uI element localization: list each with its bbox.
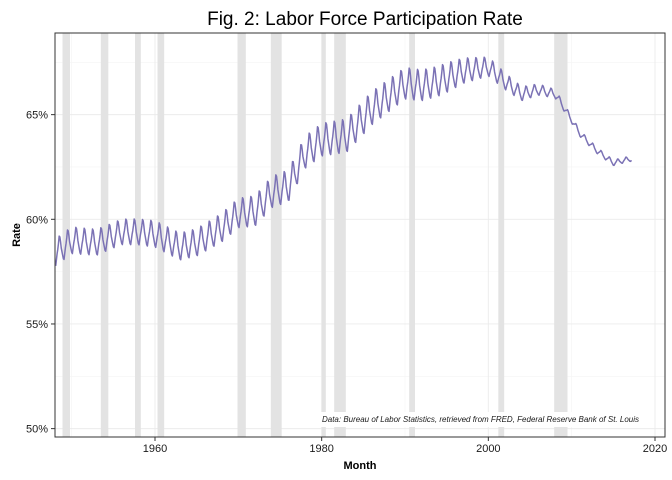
recession-band: [334, 33, 346, 437]
plot-border: [54, 32, 666, 438]
source-annotation-background: [316, 412, 644, 427]
source-annotation: Data: Bureau of Labor Statistics, retrie…: [322, 415, 639, 424]
recession-band: [100, 33, 109, 437]
x-tick-label: 2020: [643, 443, 667, 455]
series-line: [54, 56, 633, 266]
recession-band: [237, 33, 246, 437]
recession-band: [321, 33, 326, 437]
chart-title: Fig. 2: Labor Force Participation Rate: [207, 9, 523, 30]
y-tick-label: 55%: [26, 319, 48, 331]
y-tick-label: 65%: [26, 110, 48, 122]
x-axis: 1960 1980 2000 2020: [143, 437, 667, 455]
x-axis-title: Month: [344, 460, 377, 472]
y-axis: 50% 55% 60% 65%: [26, 110, 55, 436]
y-tick-label: 50%: [26, 424, 48, 436]
y-tick-label: 60%: [26, 214, 48, 226]
recession-band: [554, 33, 568, 437]
recession-band: [270, 33, 282, 437]
x-tick-label: 2000: [476, 443, 500, 455]
y-axis-title: Rate: [11, 223, 23, 247]
recession-band: [135, 33, 141, 437]
recession-band: [498, 33, 505, 437]
recession-band: [62, 33, 70, 437]
x-tick-label: 1960: [143, 443, 167, 455]
x-tick-label: 1980: [309, 443, 333, 455]
recession-band: [409, 33, 415, 437]
series-layer: [54, 56, 633, 266]
